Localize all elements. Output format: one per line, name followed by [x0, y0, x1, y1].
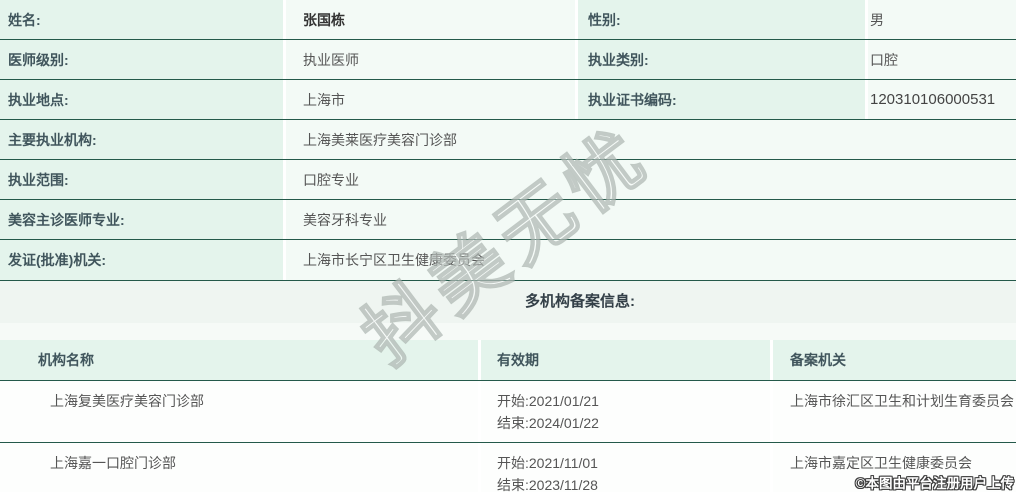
doctor-level-value: 执业医师 [286, 40, 575, 79]
info-row-main-institution: 主要执业机构: 上海美莱医疗美容门诊部 [0, 120, 1016, 160]
record-authority-cell: 上海市徐汇区卫生和计划生育委员会 [773, 381, 1016, 442]
info-row-name-gender: 姓名: 张国栋 性别: 男 [0, 0, 1016, 40]
info-row-level-category: 医师级别: 执业医师 执业类别: 口腔 [0, 40, 1016, 80]
gender-value: 男 [868, 0, 1016, 39]
issuing-authority-value: 上海市长宁区卫生健康委员会 [286, 240, 1016, 280]
info-row-practice-scope: 执业范围: 口腔专业 [0, 160, 1016, 200]
multi-org-section-band: 多机构备案信息: [0, 281, 1016, 323]
org-table-header-row: 机构名称 有效期 备案机关 [0, 340, 1016, 380]
info-row-location-cert: 执业地点: 上海市 执业证书编码: 120310106000531 [0, 80, 1016, 120]
validity-end: 结束:2024/01/22 [497, 415, 599, 431]
org-table-row: 上海嘉一口腔门诊部 开始:2021/11/01 结束:2023/11/28 上海… [0, 442, 1016, 492]
record-authority-cell: 上海市嘉定区卫生健康委员会 [773, 443, 1016, 492]
validity-start: 开始:2021/11/01 [497, 455, 598, 471]
validity-start: 开始:2021/01/21 [497, 393, 599, 409]
main-institution-value: 上海美莱医疗美容门诊部 [286, 120, 1016, 159]
validity-cell: 开始:2021/11/01 结束:2023/11/28 [481, 443, 770, 492]
name-value: 张国栋 [286, 0, 575, 39]
info-row-cosmetic-specialty: 美容主诊医师专业: 美容牙科专业 [0, 200, 1016, 240]
validity-cell: 开始:2021/01/21 结束:2024/01/22 [481, 381, 770, 442]
section-spacer [0, 323, 1016, 340]
issuing-authority-label: 发证(批准)机关: [0, 240, 283, 280]
cosmetic-specialty-value: 美容牙科专业 [286, 200, 1016, 239]
doctor-level-label: 医师级别: [0, 40, 283, 79]
org-table-row: 上海复美医疗美容门诊部 开始:2021/01/21 结束:2024/01/22 … [0, 380, 1016, 442]
main-institution-label: 主要执业机构: [0, 120, 283, 159]
org-name-cell: 上海嘉一口腔门诊部 [0, 443, 478, 492]
certificate-number-value: 120310106000531 [868, 80, 1016, 119]
record-authority-header: 备案机关 [773, 340, 1016, 380]
practice-category-value: 口腔 [868, 40, 1016, 79]
org-name-cell: 上海复美医疗美容门诊部 [0, 381, 478, 442]
practice-scope-value: 口腔专业 [286, 160, 1016, 199]
validity-header: 有效期 [481, 340, 770, 380]
gender-label: 性别: [578, 0, 865, 39]
multi-org-section-title: 多机构备案信息: [525, 293, 635, 310]
cosmetic-specialty-label: 美容主诊医师专业: [0, 200, 283, 239]
practice-location-label: 执业地点: [0, 80, 283, 119]
certificate-number-label: 执业证书编码: [578, 80, 865, 119]
name-label: 姓名: [0, 0, 283, 39]
practice-category-label: 执业类别: [578, 40, 865, 79]
org-name-header: 机构名称 [0, 340, 478, 380]
info-row-issuing-authority: 发证(批准)机关: 上海市长宁区卫生健康委员会 [0, 240, 1016, 281]
validity-end: 结束:2023/11/28 [497, 477, 598, 492]
practice-scope-label: 执业范围: [0, 160, 283, 199]
practice-location-value: 上海市 [286, 80, 575, 119]
